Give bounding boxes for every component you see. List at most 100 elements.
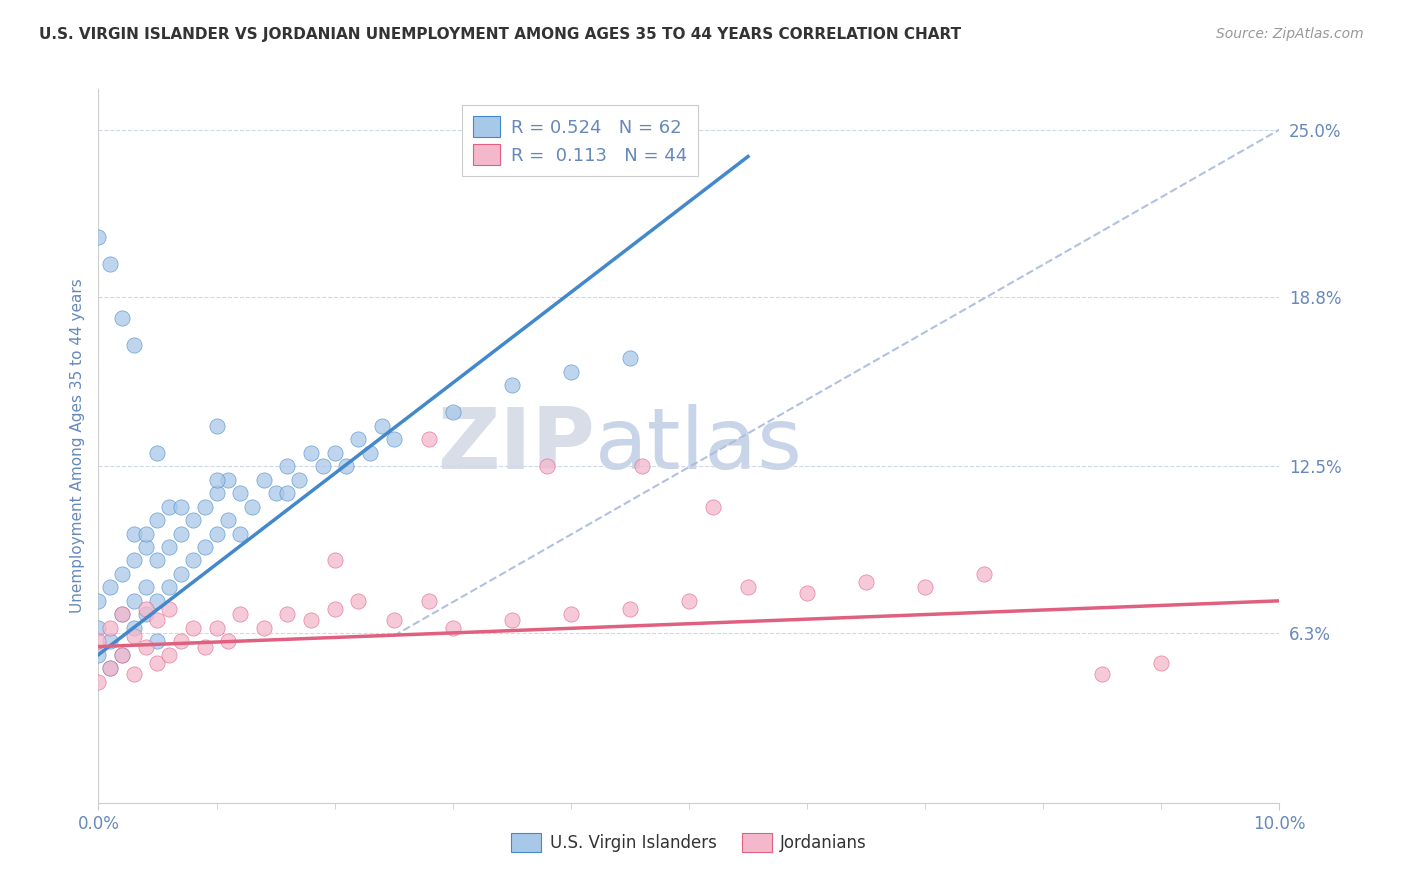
- Point: [630, 459, 652, 474]
- Point: [181, 621, 204, 635]
- Point: [98, 661, 121, 675]
- Point: [181, 553, 204, 567]
- Point: [347, 432, 370, 446]
- Point: [276, 486, 298, 500]
- Point: [157, 648, 180, 662]
- Point: [1150, 656, 1173, 670]
- Point: [135, 526, 157, 541]
- Point: [382, 432, 405, 446]
- Point: [98, 621, 121, 635]
- Point: [146, 513, 169, 527]
- Point: [560, 365, 582, 379]
- Point: [536, 459, 558, 474]
- Point: [87, 648, 110, 662]
- Point: [87, 634, 110, 648]
- Point: [441, 621, 464, 635]
- Point: [441, 405, 464, 419]
- Point: [299, 613, 322, 627]
- Point: [264, 486, 287, 500]
- Point: [418, 432, 440, 446]
- Point: [122, 594, 145, 608]
- Point: [240, 500, 263, 514]
- Point: [170, 566, 193, 581]
- Point: [111, 648, 134, 662]
- Point: [157, 500, 180, 514]
- Text: atlas: atlas: [595, 404, 803, 488]
- Point: [135, 602, 157, 616]
- Point: [205, 418, 228, 433]
- Point: [205, 473, 228, 487]
- Point: [501, 378, 523, 392]
- Legend: U.S. Virgin Islanders, Jordanians: U.S. Virgin Islanders, Jordanians: [505, 826, 873, 859]
- Point: [170, 500, 193, 514]
- Point: [194, 500, 217, 514]
- Point: [229, 486, 252, 500]
- Point: [135, 540, 157, 554]
- Point: [335, 459, 357, 474]
- Point: [312, 459, 335, 474]
- Point: [276, 459, 298, 474]
- Point: [382, 613, 405, 627]
- Point: [98, 580, 121, 594]
- Point: [359, 446, 381, 460]
- Point: [619, 602, 641, 616]
- Point: [87, 594, 110, 608]
- Point: [122, 338, 145, 352]
- Point: [146, 613, 169, 627]
- Point: [229, 526, 252, 541]
- Point: [146, 594, 169, 608]
- Point: [135, 640, 157, 654]
- Point: [347, 594, 370, 608]
- Point: [288, 473, 311, 487]
- Point: [122, 621, 145, 635]
- Text: Source: ZipAtlas.com: Source: ZipAtlas.com: [1216, 27, 1364, 41]
- Point: [146, 656, 169, 670]
- Point: [501, 613, 523, 627]
- Point: [678, 594, 700, 608]
- Point: [135, 580, 157, 594]
- Text: ZIP: ZIP: [437, 404, 595, 488]
- Point: [146, 446, 169, 460]
- Point: [323, 553, 346, 567]
- Point: [111, 566, 134, 581]
- Point: [205, 526, 228, 541]
- Point: [111, 607, 134, 622]
- Point: [418, 594, 440, 608]
- Point: [973, 566, 995, 581]
- Point: [217, 513, 239, 527]
- Point: [194, 540, 217, 554]
- Point: [87, 621, 110, 635]
- Point: [135, 607, 157, 622]
- Point: [796, 586, 818, 600]
- Point: [111, 648, 134, 662]
- Point: [205, 486, 228, 500]
- Point: [299, 446, 322, 460]
- Point: [205, 621, 228, 635]
- Point: [323, 446, 346, 460]
- Point: [914, 580, 936, 594]
- Point: [157, 602, 180, 616]
- Point: [194, 640, 217, 654]
- Point: [111, 311, 134, 326]
- Point: [253, 621, 276, 635]
- Point: [98, 661, 121, 675]
- Point: [253, 473, 276, 487]
- Point: [702, 500, 724, 514]
- Point: [111, 607, 134, 622]
- Point: [217, 634, 239, 648]
- Point: [157, 540, 180, 554]
- Point: [146, 634, 169, 648]
- Point: [276, 607, 298, 622]
- Point: [181, 513, 204, 527]
- Point: [122, 629, 145, 643]
- Point: [87, 674, 110, 689]
- Y-axis label: Unemployment Among Ages 35 to 44 years: Unemployment Among Ages 35 to 44 years: [69, 278, 84, 614]
- Point: [229, 607, 252, 622]
- Point: [170, 634, 193, 648]
- Point: [146, 553, 169, 567]
- Point: [371, 418, 394, 433]
- Point: [98, 257, 121, 271]
- Point: [855, 574, 877, 589]
- Point: [1091, 666, 1114, 681]
- Point: [560, 607, 582, 622]
